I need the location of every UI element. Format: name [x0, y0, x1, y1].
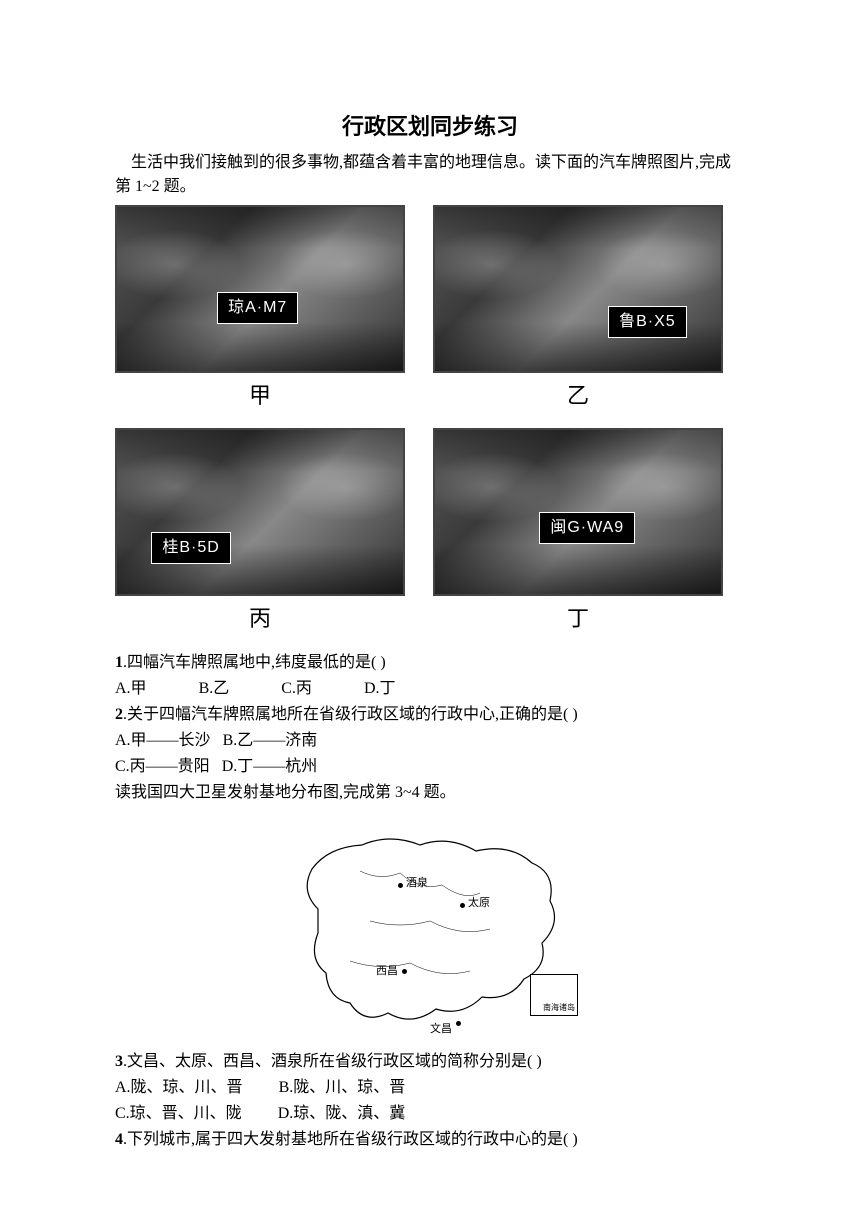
q3-stem: 3.文昌、太原、西昌、酒泉所在省级行政区域的简称分别是( ) — [115, 1050, 745, 1074]
q1-options: A.甲 B.乙 C.丙 D.丁 — [115, 677, 745, 701]
map-dot-wenchang — [456, 1021, 461, 1026]
q1-text: .四幅汽车牌照属地中,纬度最低的是( ) — [123, 654, 386, 671]
q2-opt-b: B.乙——济南 — [223, 732, 318, 749]
q3-opt-d: D.琼、陇、滇、冀 — [278, 1105, 406, 1122]
q2-options-row2: C.丙——贵阳 D.丁——杭州 — [115, 755, 745, 779]
car-image-ding: 闽G·WA9 — [433, 428, 723, 596]
q1-opt-d: D.丁 — [364, 677, 396, 701]
car-label-jia: 甲 — [249, 379, 271, 412]
car-image-jia: 琼A·M7 — [115, 205, 405, 373]
q1-number: 1 — [115, 654, 123, 671]
q2-opt-c: C.丙——贵阳 — [115, 758, 210, 775]
q2-stem: 2.关于四幅汽车牌照属地所在省级行政区域的行政中心,正确的是( ) — [115, 703, 745, 727]
car-label-bing: 丙 — [249, 602, 271, 635]
china-map: 酒泉 太原 西昌 文昌 南海诸岛 — [280, 811, 580, 1046]
q3-number: 3 — [115, 1053, 123, 1070]
license-plate-bing: 桂B·5D — [151, 532, 230, 564]
map-intro: 读我国四大卫星发射基地分布图,完成第 3~4 题。 — [115, 781, 745, 805]
page-title: 行政区划同步练习 — [115, 110, 745, 143]
map-dot-jiuquan — [398, 883, 403, 888]
q1-opt-a: A.甲 — [115, 677, 147, 701]
car-label-yi: 乙 — [567, 379, 589, 412]
q2-number: 2 — [115, 706, 123, 723]
car-figure-yi: 鲁B·X5 乙 — [433, 205, 723, 426]
map-label-wenchang: 文昌 — [430, 1021, 452, 1038]
q2-opt-d: D.丁——杭州 — [222, 758, 318, 775]
q4-text: .下列城市,属于四大发射基地所在省级行政区域的行政中心的是( ) — [123, 1131, 578, 1148]
q3-opt-c: C.琼、晋、川、陇 — [115, 1105, 242, 1122]
q2-opt-a: A.甲——长沙 — [115, 732, 211, 749]
q3-text: .文昌、太原、西昌、酒泉所在省级行政区域的简称分别是( ) — [123, 1053, 542, 1070]
license-plate-yi: 鲁B·X5 — [608, 306, 687, 338]
q2-options-row1: A.甲——长沙 B.乙——济南 — [115, 729, 745, 753]
map-label-xichang: 西昌 — [376, 963, 398, 980]
intro-text: 生活中我们接触到的很多事物,都蕴含着丰富的地理信息。读下面的汽车牌照图片,完成第… — [115, 151, 745, 199]
q1-opt-c: C.丙 — [281, 677, 312, 701]
car-image-yi: 鲁B·X5 — [433, 205, 723, 373]
q3-opt-a: A.陇、琼、川、晋 — [115, 1079, 243, 1096]
car-figure-jia: 琼A·M7 甲 — [115, 205, 405, 426]
q2-text: .关于四幅汽车牌照属地所在省级行政区域的行政中心,正确的是( ) — [123, 706, 578, 723]
car-figure-ding: 闽G·WA9 丁 — [433, 428, 723, 649]
map-inset: 南海诸岛 — [530, 974, 578, 1016]
map-dot-xichang — [402, 969, 407, 974]
car-image-bing: 桂B·5D — [115, 428, 405, 596]
q3-options-row2: C.琼、晋、川、陇 D.琼、陇、滇、冀 — [115, 1102, 745, 1126]
car-row-top: 琼A·M7 甲 鲁B·X5 乙 — [115, 205, 745, 426]
car-figure-bing: 桂B·5D 丙 — [115, 428, 405, 649]
license-plate-jia: 琼A·M7 — [217, 292, 298, 324]
q1-stem: 1.四幅汽车牌照属地中,纬度最低的是( ) — [115, 651, 745, 675]
map-label-taiyuan: 太原 — [468, 895, 490, 912]
q3-opt-b: B.陇、川、琼、晋 — [279, 1079, 406, 1096]
map-label-jiuquan: 酒泉 — [406, 875, 428, 892]
q1-opt-b: B.乙 — [199, 677, 230, 701]
car-label-ding: 丁 — [567, 602, 589, 635]
car-row-bottom: 桂B·5D 丙 闽G·WA9 丁 — [115, 428, 745, 649]
q3-options-row1: A.陇、琼、川、晋 B.陇、川、琼、晋 — [115, 1076, 745, 1100]
license-plate-ding: 闽G·WA9 — [539, 512, 635, 544]
q4-stem: 4.下列城市,属于四大发射基地所在省级行政区域的行政中心的是( ) — [115, 1128, 745, 1152]
map-inset-label: 南海诸岛 — [543, 1002, 575, 1014]
map-dot-taiyuan — [460, 903, 465, 908]
map-container: 酒泉 太原 西昌 文昌 南海诸岛 — [115, 811, 745, 1046]
q4-number: 4 — [115, 1131, 123, 1148]
